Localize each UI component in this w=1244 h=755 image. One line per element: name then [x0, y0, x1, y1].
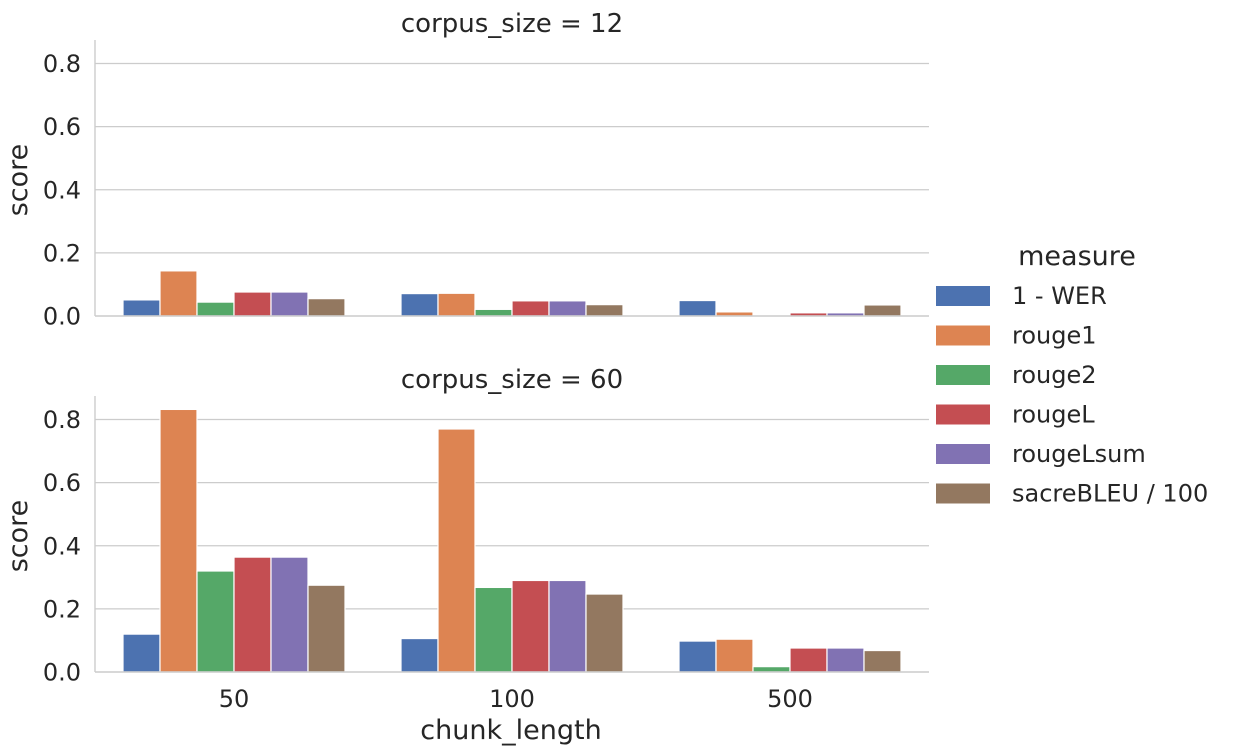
bar: [400, 292, 439, 317]
bar: [678, 299, 717, 317]
legend-label: rouge1: [1012, 322, 1097, 350]
chart-panels: corpus_size = 120.00.20.40.60.8scorecorp…: [3, 9, 929, 713]
y-axis-label: score: [3, 144, 34, 217]
x-tick-label: 500: [767, 685, 813, 713]
y-tick-label: 0.8: [43, 406, 81, 434]
legend-label: rougeL: [1012, 401, 1095, 429]
x-tick-label: 100: [489, 685, 535, 713]
y-tick-label: 0.0: [43, 659, 81, 687]
panel-title: corpus_size = 12: [401, 9, 623, 39]
bar: [863, 649, 902, 673]
legend-label: 1 - WER: [1012, 282, 1107, 310]
legend-item: 1 - WER: [936, 282, 1107, 310]
bar: [233, 291, 272, 317]
bar: [752, 666, 791, 673]
bar: [826, 647, 865, 673]
bar: [159, 408, 198, 673]
legend-swatch: [936, 286, 990, 306]
bar: [437, 292, 476, 317]
legend-swatch: [936, 404, 990, 425]
bar: [789, 647, 828, 673]
y-tick-label: 0.0: [43, 303, 81, 331]
bar: [307, 584, 346, 673]
bar: [196, 301, 235, 317]
x-tick-label: 50: [219, 685, 250, 713]
legend-label: rouge2: [1012, 361, 1097, 389]
legend-swatch: [936, 444, 990, 464]
legend-label: sacreBLEU / 100: [1012, 480, 1208, 508]
bar: [474, 308, 513, 317]
legend-item: rouge1: [936, 322, 1097, 350]
bar: [122, 299, 161, 317]
bar: [437, 428, 476, 673]
bar: [270, 556, 309, 673]
legend-item: rouge2: [936, 361, 1097, 389]
bar: [122, 633, 161, 673]
bar: [548, 579, 587, 673]
y-tick-label: 0.8: [43, 50, 81, 78]
y-tick-label: 0.2: [43, 239, 81, 267]
bar: [474, 586, 513, 673]
panel-corpus-1: corpus_size = 12 0.0 0.2 0.4 0.6 0.8 score: [3, 9, 929, 331]
bar: [548, 300, 587, 317]
bar: [307, 298, 346, 317]
bar: [400, 637, 439, 673]
y-tick-label: 0.4: [43, 176, 81, 204]
y-tick-label: 0.6: [43, 113, 81, 141]
legend-item: sacreBLEU / 100: [936, 480, 1208, 508]
bar: [196, 570, 235, 673]
bar: [863, 304, 902, 317]
legend-title: measure: [1018, 241, 1136, 272]
legend-swatch: [936, 483, 990, 504]
legend-swatch: [936, 365, 990, 385]
bar: [270, 291, 309, 317]
bar: [233, 556, 272, 673]
legend-swatch: [936, 325, 990, 346]
bar: [715, 638, 754, 673]
legend: measure 1 - WER rouge1 rouge2 rougeL rougeLs…: [936, 241, 1208, 508]
y-axis-label: score: [3, 500, 34, 573]
legend-label: rougeLsum: [1012, 440, 1146, 468]
bar: [585, 593, 624, 673]
bar: [585, 304, 624, 317]
y-tick-label: 0.6: [43, 469, 81, 497]
legend-item: rougeLsum: [936, 440, 1146, 468]
bar: [159, 270, 198, 317]
bar: [511, 300, 550, 317]
panel-corpus-2: corpus_size = 60 0.0 0.2 0.4 0.6 0.8 score 50 10…: [3, 365, 929, 713]
bar: [511, 579, 550, 673]
legend-item: rougeL: [936, 401, 1095, 429]
y-tick-label: 0.4: [43, 532, 81, 560]
x-axis-label: chunk_length: [420, 715, 601, 746]
y-tick-label: 0.2: [43, 595, 81, 623]
panel-title: corpus_size = 60: [401, 365, 623, 395]
bar: [678, 640, 717, 673]
